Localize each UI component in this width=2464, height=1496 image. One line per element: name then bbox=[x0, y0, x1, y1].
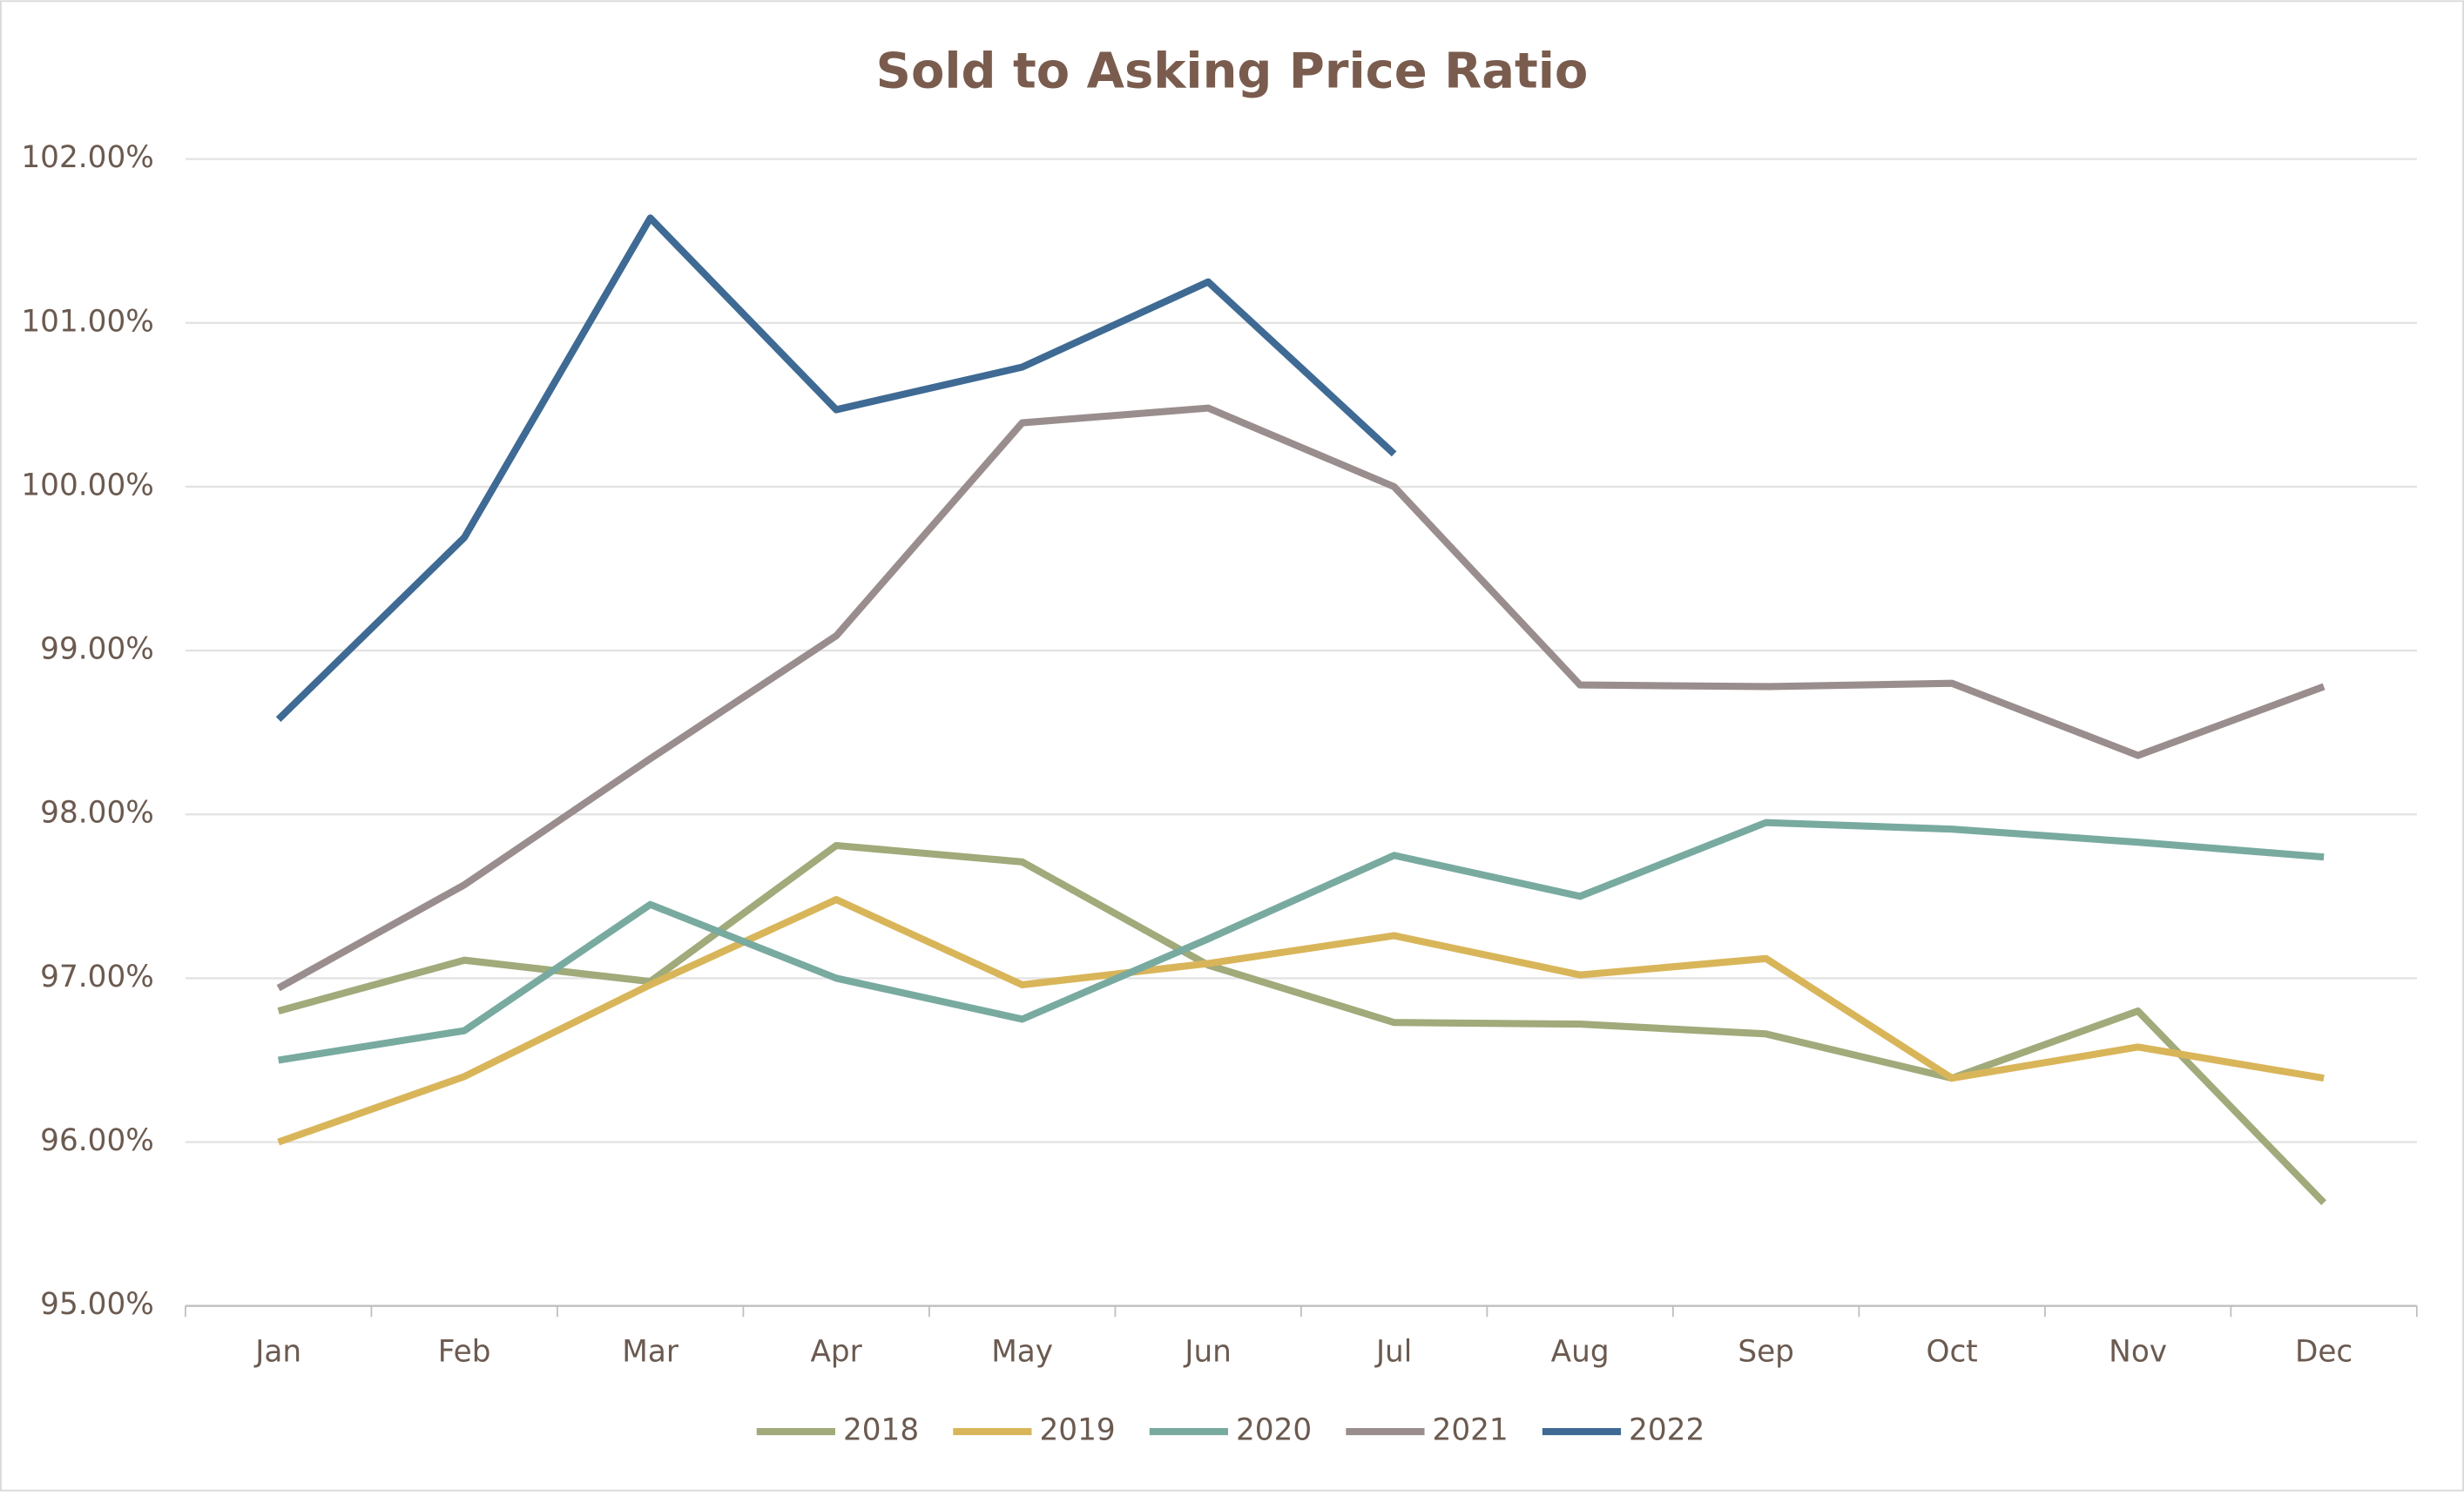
y-tick-label: 102.00% bbox=[21, 140, 153, 175]
legend-label: 2019 bbox=[1039, 1413, 1115, 1448]
y-tick-label: 95.00% bbox=[40, 1287, 154, 1322]
x-tick-label: Mar bbox=[622, 1334, 679, 1369]
x-tick-label: May bbox=[991, 1334, 1053, 1369]
x-tick-label: Jan bbox=[253, 1334, 301, 1369]
x-tick-label: Sep bbox=[1738, 1334, 1794, 1369]
x-tick-label: Aug bbox=[1551, 1334, 1610, 1369]
y-tick-label: 100.00% bbox=[21, 468, 153, 502]
x-tick-label: Oct bbox=[1927, 1334, 1978, 1369]
y-tick-label: 97.00% bbox=[40, 960, 154, 994]
series-line bbox=[275, 214, 1397, 723]
series-line bbox=[276, 404, 2326, 992]
series-line bbox=[277, 896, 2325, 1146]
x-tick-label: Dec bbox=[2295, 1334, 2353, 1369]
chart-title: Sold to Asking Price Ratio bbox=[876, 43, 1589, 99]
x-tick-label: Apr bbox=[810, 1334, 862, 1369]
legend-label: 2021 bbox=[1433, 1413, 1509, 1448]
y-tick-label: 98.00% bbox=[40, 796, 154, 831]
y-tick-label: 101.00% bbox=[21, 304, 153, 339]
x-tick-label: Feb bbox=[438, 1334, 491, 1369]
legend-label: 2018 bbox=[843, 1413, 919, 1448]
series-line bbox=[278, 819, 2325, 1064]
x-tick-label: Nov bbox=[2109, 1334, 2167, 1369]
x-tick-label: Jul bbox=[1374, 1334, 1412, 1369]
x-tick-label: Jun bbox=[1183, 1334, 1232, 1369]
y-tick-label: 96.00% bbox=[40, 1123, 154, 1158]
series-line bbox=[277, 841, 2327, 1205]
legend-label: 2022 bbox=[1629, 1413, 1705, 1448]
y-tick-label: 99.00% bbox=[40, 632, 154, 667]
legend-label: 2020 bbox=[1236, 1413, 1312, 1448]
